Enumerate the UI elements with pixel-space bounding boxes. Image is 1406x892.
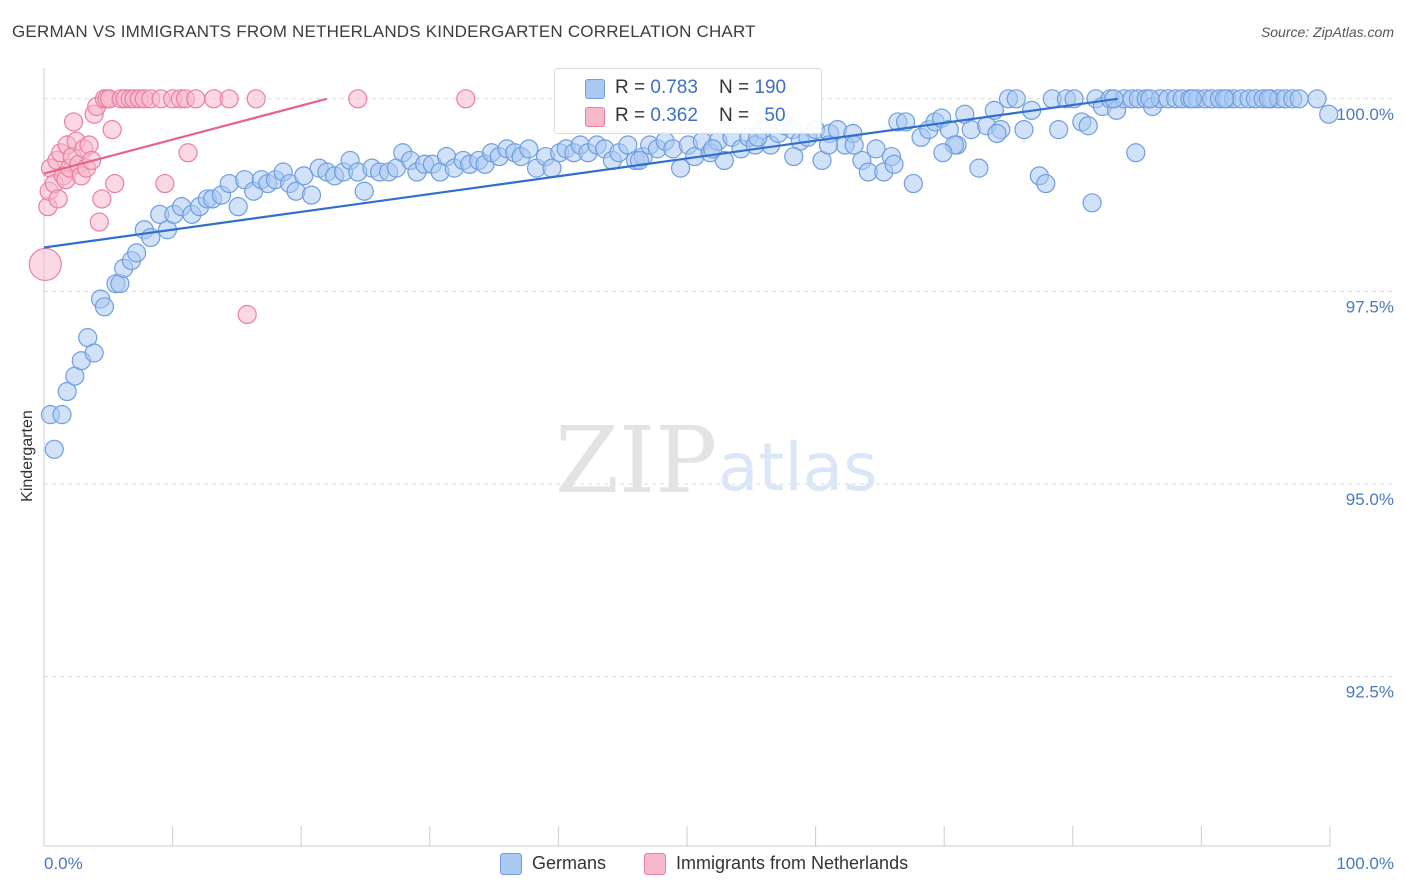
germans-point	[1140, 89, 1160, 109]
netherlands-point	[48, 189, 68, 209]
netherlands-point	[89, 212, 109, 232]
y-tick-labels: 100.0% 97.5% 95.0% 92.5%	[1336, 105, 1394, 702]
data-points	[28, 89, 1339, 459]
germans-point	[519, 139, 539, 159]
germans-point	[1258, 89, 1278, 109]
legend-swatch-netherlands-bottom	[644, 853, 666, 875]
y-tick-label-0: 100.0%	[1336, 105, 1394, 124]
legend-label-netherlands: Immigrants from Netherlands	[676, 853, 909, 873]
germans-point	[126, 243, 147, 263]
y-tick-label-1: 97.5%	[1346, 297, 1394, 316]
germans-trend-line	[43, 97, 1118, 249]
germans-point	[933, 143, 953, 163]
germans-point	[1082, 193, 1102, 213]
germans-point	[618, 135, 638, 155]
netherlands-point	[456, 89, 476, 109]
netherlands-point	[246, 89, 266, 109]
germans-point	[896, 112, 916, 132]
x-tick-label-max: 100.0%	[1336, 854, 1394, 873]
netherlands-point	[237, 304, 257, 325]
germans-point	[714, 150, 734, 171]
chart-title: GERMAN VS IMMIGRANTS FROM NETHERLANDS KI…	[12, 22, 756, 41]
germans-point	[1182, 89, 1202, 109]
germans-point	[866, 139, 886, 159]
netherlands-trend-line	[43, 97, 328, 175]
germans-point	[1214, 89, 1235, 109]
watermark-zip: ZIP	[555, 407, 717, 514]
x-tick-label-min: 0.0%	[44, 854, 83, 873]
legend-swatch-netherlands	[585, 107, 605, 127]
germans-point	[57, 381, 77, 402]
watermark: ZIP atlas	[555, 407, 878, 514]
germans-point	[903, 173, 923, 194]
netherlands-point	[348, 89, 368, 109]
netherlands-point	[28, 247, 62, 282]
legend-label-germans: Germans	[532, 853, 607, 873]
germans-point	[844, 135, 864, 155]
germans-point	[1036, 173, 1056, 194]
germans-point	[1014, 120, 1034, 140]
germans-point	[354, 181, 374, 201]
germans-point	[44, 439, 64, 459]
germans-point	[1289, 89, 1309, 109]
legend-swatch-germans	[585, 79, 605, 99]
germans-point	[94, 297, 115, 317]
watermark-atlas: atlas	[718, 429, 878, 506]
germans-point	[884, 154, 904, 174]
germans-point	[784, 146, 804, 167]
trend-lines	[43, 97, 1118, 249]
netherlands-point	[186, 89, 206, 109]
netherlands-point	[92, 189, 112, 209]
netherlands-point	[105, 173, 125, 194]
germans-point	[1049, 120, 1069, 140]
germans-point	[987, 123, 1007, 144]
legend-swatch-germans-bottom	[500, 853, 522, 875]
stats-legend: R = 0.783 N = 190 R = 0.362 N = 50	[554, 68, 822, 134]
netherlands-point	[178, 143, 198, 163]
germans-point	[52, 405, 72, 425]
germans-point	[1319, 104, 1339, 124]
germans-point	[84, 343, 104, 363]
germans-point	[1078, 116, 1098, 136]
y-tick-label-2: 95.0%	[1346, 490, 1394, 509]
germans-point	[1006, 89, 1026, 109]
germans-point	[1126, 143, 1146, 163]
netherlands-point	[102, 120, 122, 140]
germans-point	[294, 166, 314, 186]
source-credit: Source: ZipAtlas.com	[1260, 24, 1394, 40]
germans-point	[969, 158, 989, 178]
germans-point	[228, 197, 248, 217]
netherlands-point	[63, 112, 84, 132]
y-tick-label-3: 92.5%	[1346, 683, 1394, 702]
netherlands-point	[155, 173, 175, 194]
germans-point	[1307, 89, 1327, 109]
netherlands-point	[219, 89, 239, 109]
germans-point	[301, 185, 322, 205]
